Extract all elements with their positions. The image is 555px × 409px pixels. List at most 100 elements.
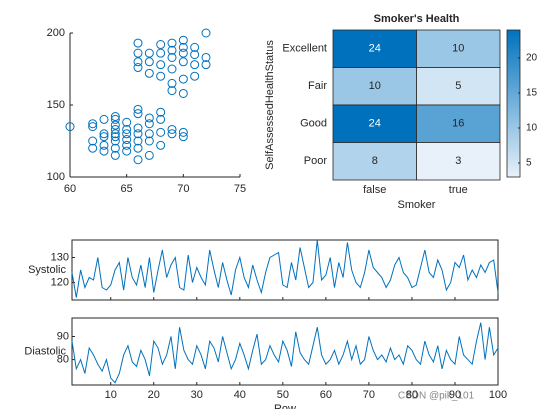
point	[190, 60, 200, 70]
x-tick-label: 40	[234, 389, 246, 401]
point	[144, 119, 154, 129]
point	[110, 143, 120, 153]
point	[133, 109, 143, 119]
point	[133, 104, 143, 114]
row-label: Poor	[304, 155, 328, 167]
x-axis-label: Smoker	[398, 199, 436, 211]
x-tick-label: 60	[320, 389, 332, 401]
point	[156, 114, 166, 124]
point	[133, 136, 143, 146]
x-tick-label: 10	[105, 389, 117, 401]
cell-label: 8	[372, 155, 378, 167]
point	[88, 136, 98, 146]
point	[133, 129, 143, 139]
cell	[332, 104, 417, 143]
point	[156, 40, 166, 50]
point	[88, 122, 98, 132]
point	[122, 146, 132, 156]
colorbar-tick-label: 5	[526, 158, 532, 169]
point	[190, 71, 200, 81]
point	[178, 48, 188, 58]
y-tick-label: 150	[47, 99, 65, 111]
x-tick-label: 90	[449, 389, 461, 401]
point	[156, 48, 166, 58]
point	[144, 150, 154, 160]
cell-label: 3	[455, 155, 461, 167]
point	[99, 146, 109, 156]
cell-label: 16	[452, 118, 464, 130]
point	[156, 107, 166, 117]
y-tick-label: 120	[51, 276, 69, 288]
point	[178, 35, 188, 45]
y-tick-label: 90	[57, 330, 69, 342]
column-label: true	[449, 184, 468, 196]
cell-label: 10	[369, 80, 381, 92]
chart-title: Smoker's Health	[374, 13, 460, 25]
row-label: Fair	[308, 80, 327, 92]
x-tick-label: 100	[489, 389, 507, 401]
colorbar-tick-label: 20	[526, 53, 538, 64]
x-tick-label: 30	[191, 389, 203, 401]
watermark: CSDN @pik_101	[398, 391, 475, 402]
point	[65, 122, 75, 132]
cell-label: 24	[369, 118, 381, 130]
point	[110, 120, 120, 130]
point	[156, 71, 166, 81]
point	[144, 57, 154, 67]
x-tick-label: 75	[234, 183, 246, 195]
point	[133, 63, 143, 73]
point	[133, 143, 143, 153]
point	[201, 28, 211, 38]
x-tick-label: 70	[363, 389, 375, 401]
point	[178, 132, 188, 142]
cell	[416, 104, 501, 143]
column-label: false	[363, 184, 386, 196]
y-axis-label: SelfAssessedHealthStatus	[264, 40, 276, 170]
point	[133, 48, 143, 58]
point	[110, 132, 120, 142]
point	[110, 124, 120, 134]
point	[144, 136, 154, 146]
point	[156, 140, 166, 150]
point	[99, 140, 109, 150]
point	[110, 114, 120, 124]
axes-box	[71, 239, 499, 301]
y-tick-label: 100	[47, 171, 65, 183]
series-name: Diastolic	[24, 345, 66, 357]
cell-label: 10	[452, 43, 464, 55]
point	[190, 50, 200, 60]
point	[99, 114, 109, 124]
point	[144, 68, 154, 78]
point	[167, 124, 177, 134]
point	[88, 143, 98, 153]
colorbar-tick-label: 15	[526, 88, 538, 99]
y-tick-label: 130	[51, 251, 69, 263]
point	[167, 64, 177, 74]
row-label: Excellent	[282, 43, 327, 55]
point	[144, 113, 154, 123]
axes-box	[71, 317, 499, 386]
cell	[332, 142, 417, 181]
point	[122, 124, 132, 134]
point	[144, 48, 154, 58]
x-tick-label: 70	[177, 183, 189, 195]
y-tick-label: 80	[57, 353, 69, 365]
point	[110, 129, 120, 139]
cell	[416, 29, 501, 68]
cell	[332, 67, 417, 106]
cell-label: 5	[455, 80, 461, 92]
point	[99, 129, 109, 139]
point	[110, 136, 120, 146]
series-line	[71, 322, 499, 384]
point	[167, 52, 177, 62]
point	[167, 129, 177, 139]
point	[110, 150, 120, 160]
x-tick-label: 65	[121, 183, 133, 195]
point	[110, 112, 120, 122]
colorbar-tick-label: 10	[526, 123, 538, 134]
point	[167, 38, 177, 48]
point	[133, 123, 143, 133]
x-tick-label: 80	[406, 389, 418, 401]
x-tick-label: 20	[148, 389, 160, 401]
x-tick-label: 60	[64, 183, 76, 195]
